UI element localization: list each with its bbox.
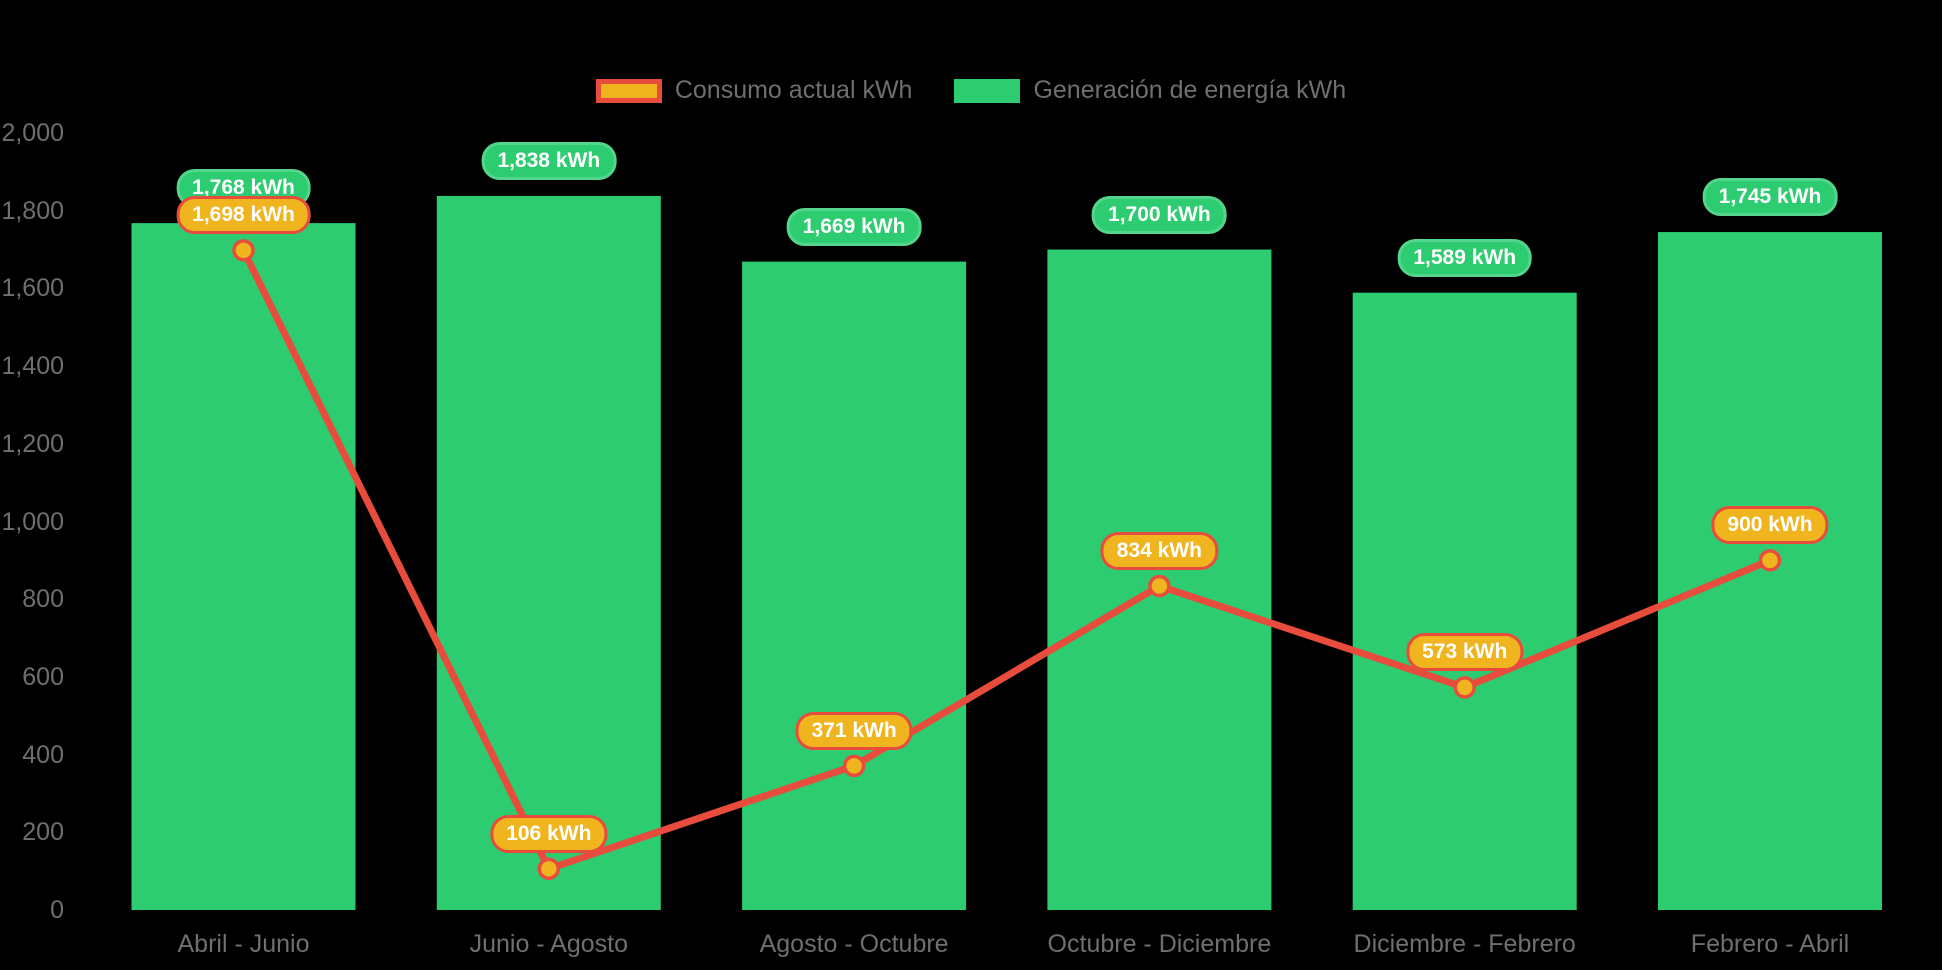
generation-value-pill: 1,669 kWh <box>786 207 922 246</box>
generation-bar <box>742 261 967 910</box>
consumption-value-pill: 371 kWh <box>795 711 913 750</box>
y-tick-label: 0 <box>50 896 64 924</box>
legend-item-generacion: Generación de energía kWh <box>954 76 1346 105</box>
y-tick-label: 1,400 <box>1 352 64 381</box>
legend-label-consumo: Consumo actual kWh <box>674 76 913 104</box>
generation-bar <box>131 223 356 910</box>
y-tick-label: 1,800 <box>1 196 64 225</box>
generation-bar <box>1352 292 1577 911</box>
generation-value-pill: 1,700 kWh <box>1092 195 1227 234</box>
consumption-value-pill: 834 kWh <box>1100 531 1218 570</box>
y-tick-label: 1,600 <box>1 274 64 303</box>
generation-value-pill: 1,838 kWh <box>481 141 617 180</box>
consumption-point <box>1453 676 1476 699</box>
consumption-point <box>232 239 255 262</box>
x-axis-label: Diciembre - Febrero <box>1353 930 1576 958</box>
consumption-point <box>1148 574 1171 598</box>
consumption-point <box>1758 549 1782 572</box>
y-tick-label: 200 <box>22 818 64 847</box>
legend-label-generacion: Generación de energía kWh <box>1033 76 1347 104</box>
y-tick-label: 2,000 <box>1 119 64 147</box>
x-axis-label: Agosto - Octubre <box>759 930 949 958</box>
consumption-point <box>842 754 866 778</box>
y-tick-label: 800 <box>22 585 64 614</box>
x-axis-label: Junio - Agosto <box>469 930 629 958</box>
y-tick-label: 1,000 <box>1 507 64 536</box>
consumption-value-pill: 106 kWh <box>490 814 608 853</box>
x-axis-label: Octubre - Diciembre <box>1047 930 1272 958</box>
y-tick-label: 400 <box>22 740 64 769</box>
x-axis-label: Febrero - Abril <box>1690 930 1850 958</box>
consumption-value-pill: 1,698 kWh <box>176 196 311 235</box>
x-axis-label: Abril - Junio <box>177 930 310 958</box>
generation-value-pill: 1,745 kWh <box>1702 178 1838 217</box>
consumption-value-pill: 573 kWh <box>1406 633 1524 672</box>
consumption-value-pill: 900 kWh <box>1711 506 1829 545</box>
consumption-point <box>537 857 561 881</box>
y-tick-label: 1,200 <box>1 429 64 458</box>
y-tick-label: 600 <box>22 662 64 691</box>
consumo-swatch-icon <box>595 78 662 103</box>
chart-legend: Consumo actual kWh Generación de energía… <box>0 76 1942 105</box>
generation-bar <box>436 195 661 910</box>
generacion-swatch-icon <box>954 78 1021 103</box>
generation-value-pill: 1,589 kWh <box>1397 238 1533 277</box>
legend-item-consumo: Consumo actual kWh <box>595 76 913 105</box>
